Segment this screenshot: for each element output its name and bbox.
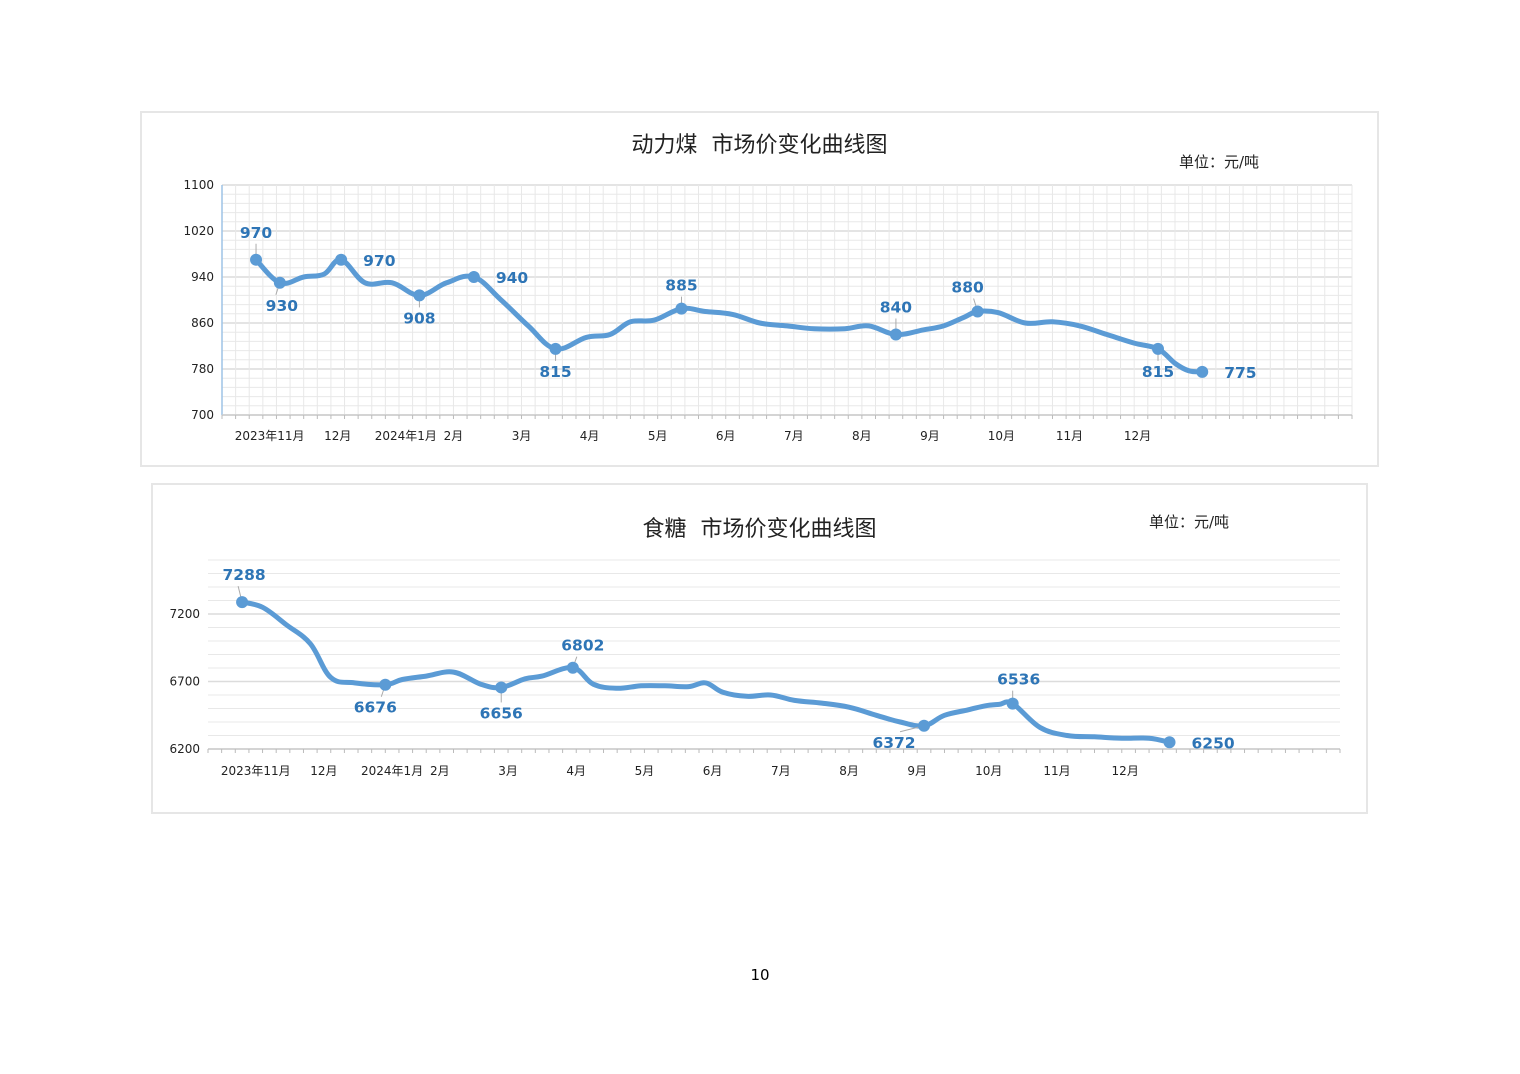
data-label: 815 [539, 363, 571, 381]
data-point [495, 681, 508, 694]
y-tick-label: 7200 [169, 607, 200, 621]
chart-title: 动力煤 市场价变化曲线图 [631, 133, 888, 158]
x-tick-label: 12月 [1112, 764, 1139, 778]
x-tick-label: 6月 [703, 764, 723, 778]
grid [208, 559, 1340, 750]
chart-title: 食糖 市场价变化曲线图 [642, 517, 877, 542]
y-tick-label: 940 [191, 270, 214, 284]
x-tick-label: 2023年11月 [221, 764, 291, 778]
data-label: 815 [1142, 363, 1174, 381]
unit-label: 单位：元/吨 [1179, 153, 1260, 171]
data-point [1006, 697, 1019, 710]
coal-price-chart: 700 780 860 940 1020 1100 2023年11月 12月 2024年1月 2月… [183, 178, 1353, 443]
data-point [1151, 342, 1164, 355]
y-tick-label: 700 [191, 408, 214, 422]
y-tick-label: 6200 [169, 742, 200, 756]
data-point [675, 302, 688, 315]
data-point [335, 253, 348, 266]
data-label: 6372 [872, 734, 915, 752]
x-tick-label: 12月 [324, 429, 351, 443]
coal-chart-panel: 动力煤 市场价变化曲线图 单位：元/吨 700 780 860 940 1020 1100… [140, 111, 1379, 467]
data-label: 885 [665, 277, 697, 295]
x-tick-label: 5月 [635, 764, 655, 778]
data-point [889, 328, 902, 341]
x-tick-label: 4月 [566, 764, 586, 778]
x-tick-label: 2024年1月 [375, 429, 437, 443]
data-label: 6536 [997, 671, 1040, 689]
data-label: 970 [240, 224, 273, 242]
y-tick-label: 1100 [183, 178, 214, 192]
x-tick-label: 10月 [975, 764, 1002, 778]
data-label: 908 [403, 309, 435, 327]
x-tick-label: 2023年11月 [235, 429, 305, 443]
unit-label: 单位：元/吨 [1149, 513, 1230, 531]
data-point [971, 305, 984, 318]
data-label: 6656 [480, 704, 523, 722]
data-point [549, 342, 562, 355]
data-label: 6802 [561, 637, 604, 655]
y-tick-label: 6700 [169, 675, 200, 689]
y-tick-label: 1020 [183, 224, 214, 238]
grid [221, 184, 1353, 416]
series-line [239, 599, 1172, 745]
data-point [1163, 736, 1176, 749]
x-tick-label: 3月 [498, 764, 518, 778]
data-label: 970 [363, 252, 396, 270]
series-line [253, 257, 1205, 375]
data-point [250, 253, 263, 266]
data-label: 840 [880, 299, 913, 317]
data-label: 7288 [223, 566, 266, 584]
x-tick-label: 8月 [852, 429, 872, 443]
x-tick-label: 5月 [648, 429, 668, 443]
x-tick-label: 11月 [1056, 429, 1083, 443]
x-tick-label: 4月 [580, 429, 600, 443]
x-tick-label: 12月 [1124, 429, 1151, 443]
x-tick-label: 10月 [988, 429, 1015, 443]
x-tick-label: 11月 [1043, 764, 1070, 778]
x-tick-label: 8月 [839, 764, 859, 778]
data-label: 930 [266, 297, 299, 315]
data-point [467, 271, 480, 283]
y-tick-label: 780 [191, 362, 214, 376]
data-label: 775 [1224, 364, 1256, 382]
x-tick-label: 2024年1月 [361, 764, 423, 778]
x-tick-label: 2月 [444, 429, 464, 443]
x-tick-label: 3月 [512, 429, 532, 443]
data-point [918, 719, 931, 732]
x-tick-label: 7月 [771, 764, 791, 778]
data-point [1196, 365, 1209, 378]
data-point [566, 661, 579, 674]
y-tick-label: 860 [191, 316, 214, 330]
data-point [413, 289, 426, 302]
data-label: 6676 [354, 699, 397, 717]
x-tick-label: 2月 [430, 764, 450, 778]
sugar-price-chart: 6200 6700 7200 2023年11月 12月 2024年1月 2月 3月 4月 5月 6月… [169, 559, 1341, 778]
x-tick-label: 12月 [310, 764, 337, 778]
data-label: 880 [951, 279, 984, 297]
data-label: 940 [496, 269, 529, 287]
x-tick-label: 6月 [716, 429, 736, 443]
data-label: 6250 [1192, 734, 1235, 752]
sugar-chart-panel: 食糖 市场价变化曲线图 单位：元/吨 6200 6700 7200 2023年11月 1… [151, 483, 1368, 814]
x-tick-label: 7月 [784, 429, 804, 443]
page-number: 10 [750, 966, 770, 984]
x-tick-label: 9月 [920, 429, 940, 443]
x-tick-label: 9月 [907, 764, 927, 778]
data-point [379, 678, 392, 691]
data-point [236, 596, 249, 609]
data-point [273, 276, 286, 289]
